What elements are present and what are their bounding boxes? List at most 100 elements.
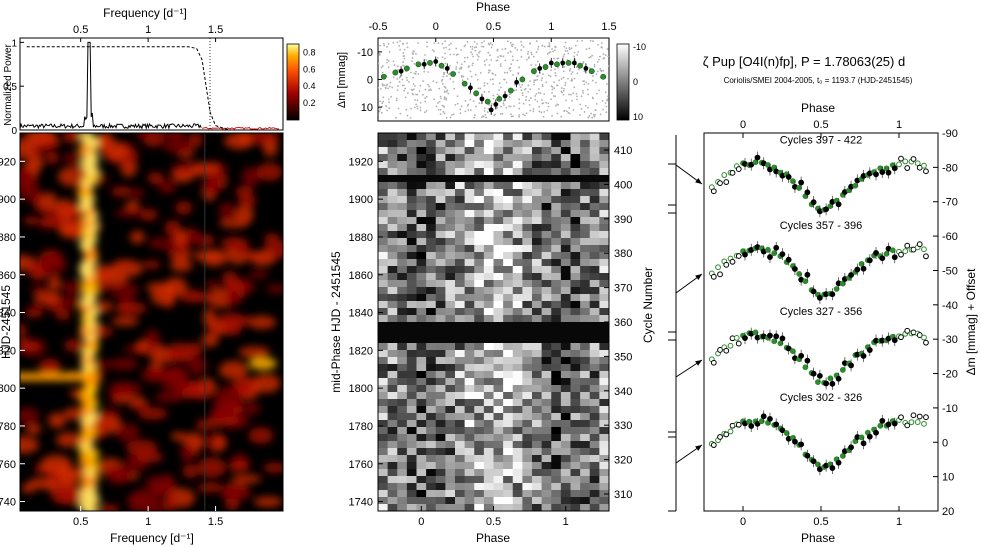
gray-cell	[426, 196, 437, 204]
black-bin-point	[433, 59, 439, 64]
gray-cell	[503, 329, 514, 337]
gray-cell	[387, 371, 398, 379]
gray-cell	[464, 168, 475, 176]
gray-cell	[532, 189, 543, 197]
gray-cell	[503, 196, 514, 204]
gray-cell	[406, 273, 417, 281]
raw-point	[381, 102, 384, 105]
gray-cell	[426, 504, 437, 512]
raw-point	[529, 88, 532, 91]
gray-cell	[406, 224, 417, 232]
raw-point	[455, 66, 458, 68]
gray-cell	[512, 196, 523, 204]
gray-cell	[435, 175, 446, 183]
gray-cell	[416, 322, 427, 330]
gray-cell	[551, 455, 562, 463]
gray-cell	[512, 217, 523, 225]
raw-point	[485, 58, 488, 61]
gray-cell	[464, 427, 475, 435]
black-point	[916, 332, 923, 338]
black-point	[717, 180, 723, 187]
gray-cell	[580, 413, 591, 421]
gray-cell	[416, 266, 427, 274]
gray-cell	[483, 336, 494, 344]
gray-cell	[435, 434, 446, 442]
gray-cell	[455, 378, 466, 386]
raw-point	[469, 70, 472, 73]
gray-cell	[483, 469, 494, 477]
black-point	[923, 339, 929, 346]
black-point	[835, 201, 842, 208]
raw-point	[500, 55, 503, 58]
raw-point	[482, 45, 485, 48]
gray-cell	[378, 259, 389, 267]
gray-cell	[580, 238, 591, 246]
raw-point	[412, 76, 414, 79]
raw-point	[556, 103, 559, 106]
gray-cell	[416, 343, 427, 351]
gray-cell	[551, 504, 562, 512]
gray-cell	[522, 392, 533, 400]
gray-cell	[580, 448, 591, 456]
raw-point	[461, 79, 464, 82]
gray-cell	[493, 343, 504, 351]
green-point	[783, 430, 790, 436]
raw-point	[406, 42, 408, 45]
raw-point	[589, 39, 592, 42]
heat-blob	[57, 166, 90, 187]
gray-cell	[551, 140, 562, 148]
gray-cell	[483, 490, 494, 498]
raw-point	[534, 95, 537, 97]
raw-point	[497, 56, 499, 58]
gray-cell	[541, 238, 552, 246]
gray-cell	[426, 175, 437, 183]
gray-cell	[406, 483, 417, 491]
heat-blob	[188, 133, 203, 148]
p2b-y-tick-label: 1820	[349, 345, 373, 357]
gray-cell	[503, 210, 514, 218]
gray-cell	[589, 294, 600, 302]
heat-blob	[221, 271, 238, 287]
gray-cell	[397, 168, 408, 176]
raw-point	[412, 83, 415, 85]
gray-cell	[599, 189, 610, 197]
gray-cell	[580, 462, 591, 470]
raw-point	[587, 83, 590, 85]
raw-point	[510, 115, 513, 118]
gray-cell	[445, 245, 456, 253]
gray-cell	[387, 322, 398, 330]
gray-cell	[522, 427, 533, 435]
gray-cell	[503, 168, 514, 176]
raw-point	[525, 112, 528, 115]
gray-cell	[426, 161, 437, 169]
gray-cell	[532, 343, 543, 351]
gray-cell	[378, 231, 389, 239]
gray-cell	[570, 504, 581, 512]
black-point	[779, 251, 786, 258]
gray-cell	[378, 350, 389, 358]
gray-cell	[464, 343, 475, 351]
gray-cell	[378, 399, 389, 407]
black-bin-point	[444, 66, 450, 71]
gray-cell	[532, 294, 543, 302]
gray-cell	[541, 175, 552, 183]
gray-cell	[406, 364, 417, 372]
green-bin-point	[565, 60, 572, 66]
gray-cell	[522, 497, 533, 505]
raw-point	[414, 99, 416, 101]
gray-cell	[416, 189, 427, 197]
gray-cell	[464, 245, 475, 253]
gray-cell	[406, 182, 417, 190]
raw-point	[415, 93, 417, 96]
gray-cell	[493, 448, 504, 456]
raw-point	[604, 54, 607, 57]
p1b-y-tick-label: 1880	[0, 232, 16, 244]
gray-cell	[512, 413, 523, 421]
raw-point	[496, 59, 499, 62]
gray-cell	[406, 385, 417, 393]
gray-cell	[426, 252, 437, 260]
gray-cell	[474, 259, 485, 267]
gray-cell	[570, 392, 581, 400]
p1-top-tick-label: 1	[145, 24, 151, 36]
